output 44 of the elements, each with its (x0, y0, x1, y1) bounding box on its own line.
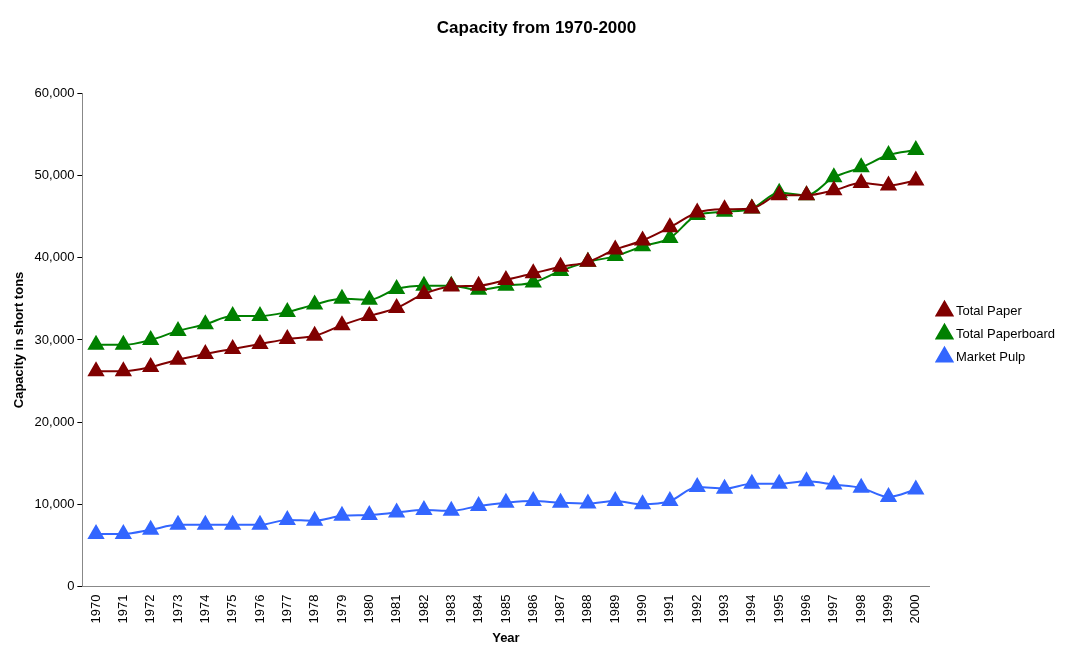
x-tick-label: 1989 (606, 594, 622, 624)
y-tick-label: 30,000 (34, 331, 75, 347)
x-tick-label: 1983 (442, 594, 458, 624)
x-tick-label: 1996 (798, 594, 814, 624)
x-tick-label: 1999 (880, 594, 896, 624)
chart-title: Capacity from 1970-2000 (436, 17, 637, 37)
y-tick-label: 40,000 (34, 249, 75, 265)
x-tick-label: 1990 (634, 594, 650, 624)
x-tick-label: 1975 (224, 594, 240, 624)
x-tick-label: 1974 (196, 594, 212, 624)
x-tick-label: 1984 (470, 594, 486, 624)
y-tick-label: 10,000 (34, 495, 75, 511)
x-tick-label: 1970 (87, 594, 103, 624)
x-axis-title: Year (492, 629, 520, 645)
x-tick-label: 1995 (770, 594, 786, 624)
y-tick-label: 60,000 (34, 84, 75, 100)
x-tick-label: 1980 (360, 594, 376, 624)
x-tick-label: 2000 (907, 594, 923, 624)
x-tick-label: 1981 (388, 594, 404, 624)
x-tick-label: 1973 (169, 594, 185, 624)
legend-label: Market Pulp (955, 348, 1026, 364)
x-tick-label: 1997 (825, 594, 841, 624)
x-tick-label: 1982 (415, 594, 431, 624)
y-tick-label: 0 (67, 578, 75, 594)
y-axis-title: Capacity in short tons (11, 271, 27, 409)
x-tick-label: 1976 (251, 594, 267, 624)
x-tick-label: 1985 (497, 594, 513, 624)
x-tick-label: 1991 (661, 594, 677, 624)
y-tick-label: 20,000 (34, 413, 75, 429)
y-tick-label: 50,000 (34, 167, 75, 183)
x-tick-label: 1993 (716, 594, 732, 624)
x-tick-label: 1972 (142, 594, 158, 624)
x-tick-label: 1987 (552, 594, 568, 624)
x-tick-label: 1992 (688, 594, 704, 624)
x-tick-label: 1977 (278, 594, 294, 624)
x-tick-label: 1978 (306, 594, 322, 624)
x-tick-label: 1986 (524, 594, 540, 624)
legend-label: Total Paperboard (955, 325, 1055, 341)
x-tick-label: 1988 (579, 594, 595, 624)
x-tick-label: 1971 (114, 594, 130, 624)
legend-label: Total Paper (955, 302, 1023, 318)
x-tick-label: 1998 (852, 594, 868, 624)
x-tick-label: 1979 (333, 594, 349, 624)
x-tick-label: 1994 (743, 594, 759, 624)
